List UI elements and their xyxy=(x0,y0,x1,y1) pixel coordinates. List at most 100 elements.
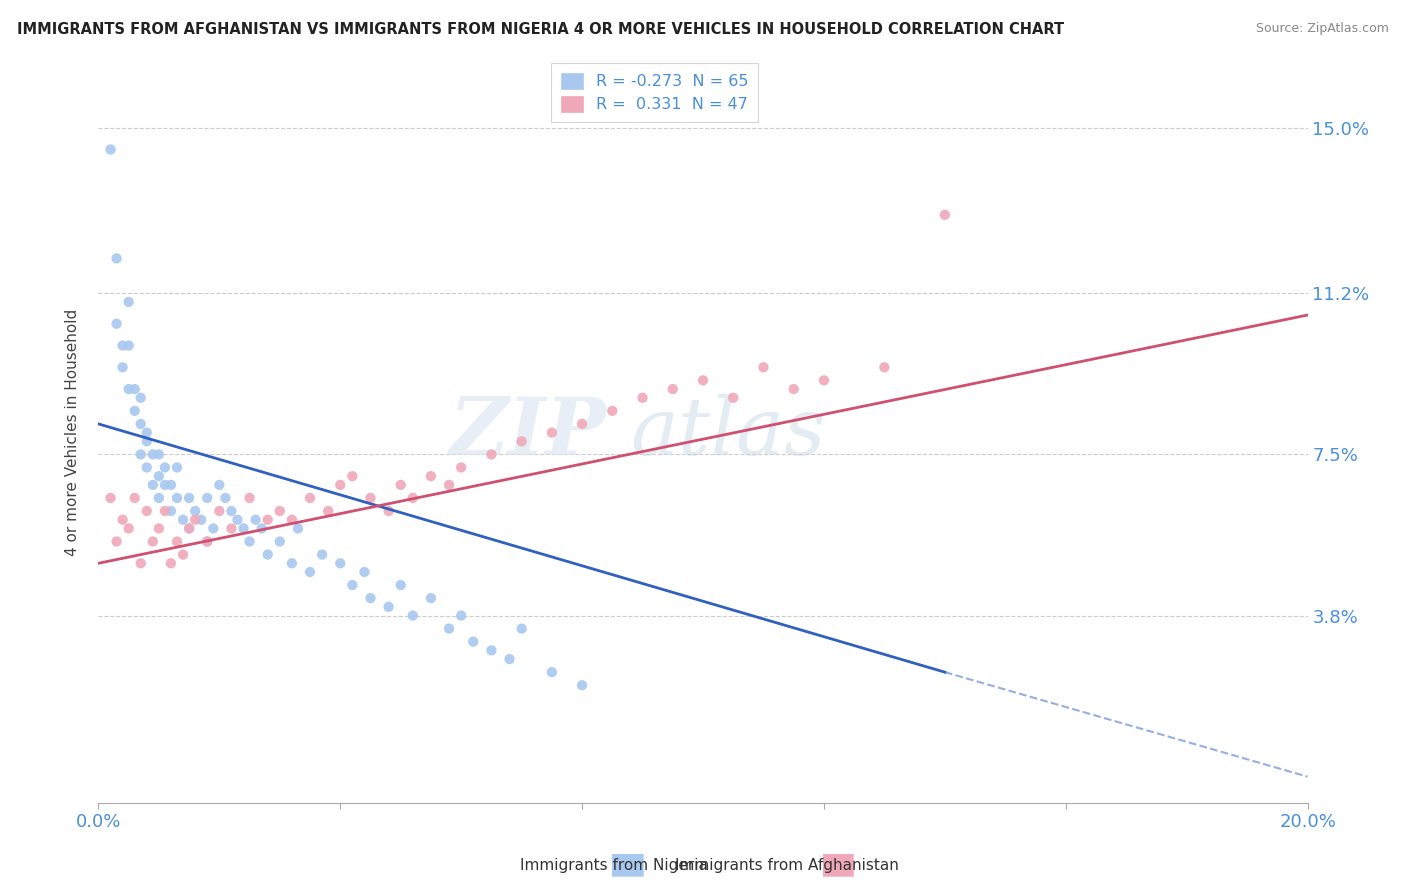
Point xyxy=(111,338,134,352)
Text: IMMIGRANTS FROM AFGHANISTAN VS IMMIGRANTS FROM NIGERIA 4 OR MORE VEHICLES IN HOU: IMMIGRANTS FROM AFGHANISTAN VS IMMIGRANT… xyxy=(17,22,1064,37)
Point xyxy=(208,504,231,518)
Point xyxy=(723,391,745,405)
Point xyxy=(510,622,533,636)
Point xyxy=(135,504,157,518)
Point xyxy=(195,491,218,505)
Point xyxy=(184,504,207,518)
Point xyxy=(148,447,170,461)
Point xyxy=(142,447,165,461)
Point xyxy=(153,478,176,492)
Point xyxy=(239,534,262,549)
Point xyxy=(195,534,218,549)
Point xyxy=(105,317,128,331)
Point xyxy=(256,548,278,562)
Text: Immigrants from Nigeria: Immigrants from Nigeria xyxy=(520,858,709,872)
Point xyxy=(481,447,503,461)
Point xyxy=(124,404,146,418)
Point xyxy=(437,478,460,492)
Point xyxy=(111,360,134,375)
Point xyxy=(813,373,835,387)
Point xyxy=(752,360,775,375)
Point xyxy=(166,460,188,475)
Point xyxy=(135,425,157,440)
Point xyxy=(360,491,382,505)
Point xyxy=(783,382,806,396)
Point xyxy=(299,491,322,505)
Point xyxy=(342,469,364,483)
Point xyxy=(481,643,503,657)
Point xyxy=(221,521,243,535)
Point xyxy=(184,513,207,527)
Point xyxy=(105,252,128,266)
Y-axis label: 4 or more Vehicles in Household: 4 or more Vehicles in Household xyxy=(65,309,80,557)
Point xyxy=(353,565,375,579)
Point xyxy=(118,521,141,535)
Point xyxy=(389,578,412,592)
Point xyxy=(142,478,165,492)
Point xyxy=(250,521,273,535)
Point xyxy=(571,678,593,692)
Point xyxy=(316,504,339,518)
Point xyxy=(540,665,562,680)
Point xyxy=(389,478,412,492)
Point xyxy=(129,391,152,405)
Point xyxy=(105,534,128,549)
Point xyxy=(166,491,188,505)
Point xyxy=(402,608,425,623)
Point xyxy=(148,469,170,483)
Point xyxy=(160,478,183,492)
Point xyxy=(463,634,485,648)
Point xyxy=(166,534,188,549)
Point xyxy=(631,391,654,405)
Point xyxy=(661,382,683,396)
Point xyxy=(179,521,201,535)
Text: ZIP: ZIP xyxy=(450,394,606,471)
Point xyxy=(124,382,146,396)
Point xyxy=(135,434,157,449)
Point xyxy=(160,504,183,518)
Point xyxy=(602,404,624,418)
Text: Immigrants from Afghanistan: Immigrants from Afghanistan xyxy=(675,858,898,872)
Point xyxy=(124,491,146,505)
Point xyxy=(129,417,152,431)
Point xyxy=(510,434,533,449)
Point xyxy=(934,208,956,222)
Point xyxy=(160,556,183,570)
Point xyxy=(190,513,212,527)
Point xyxy=(148,491,170,505)
Point xyxy=(256,513,278,527)
Point xyxy=(226,513,249,527)
Point xyxy=(437,622,460,636)
Point xyxy=(118,338,141,352)
Point xyxy=(450,460,472,475)
Point xyxy=(208,478,231,492)
Point xyxy=(100,143,122,157)
Point xyxy=(148,521,170,535)
Point xyxy=(540,425,562,440)
Point xyxy=(377,599,399,614)
Point xyxy=(377,504,399,518)
Point xyxy=(269,504,291,518)
Point xyxy=(179,491,201,505)
Point xyxy=(420,591,443,606)
Point xyxy=(299,565,322,579)
Point xyxy=(245,513,267,527)
Point xyxy=(135,460,157,475)
Point xyxy=(342,578,364,592)
Point xyxy=(202,521,225,535)
Point xyxy=(100,491,122,505)
Point xyxy=(402,491,425,505)
Point xyxy=(221,504,243,518)
Point xyxy=(329,478,352,492)
Point xyxy=(329,556,352,570)
Point xyxy=(118,382,141,396)
Point xyxy=(269,534,291,549)
Point xyxy=(172,513,194,527)
Point xyxy=(287,521,309,535)
Point xyxy=(360,591,382,606)
Point xyxy=(281,556,304,570)
Point xyxy=(498,652,520,666)
Point xyxy=(281,513,304,527)
Point xyxy=(118,295,141,310)
Legend: R = -0.273  N = 65, R =  0.331  N = 47: R = -0.273 N = 65, R = 0.331 N = 47 xyxy=(551,63,758,121)
